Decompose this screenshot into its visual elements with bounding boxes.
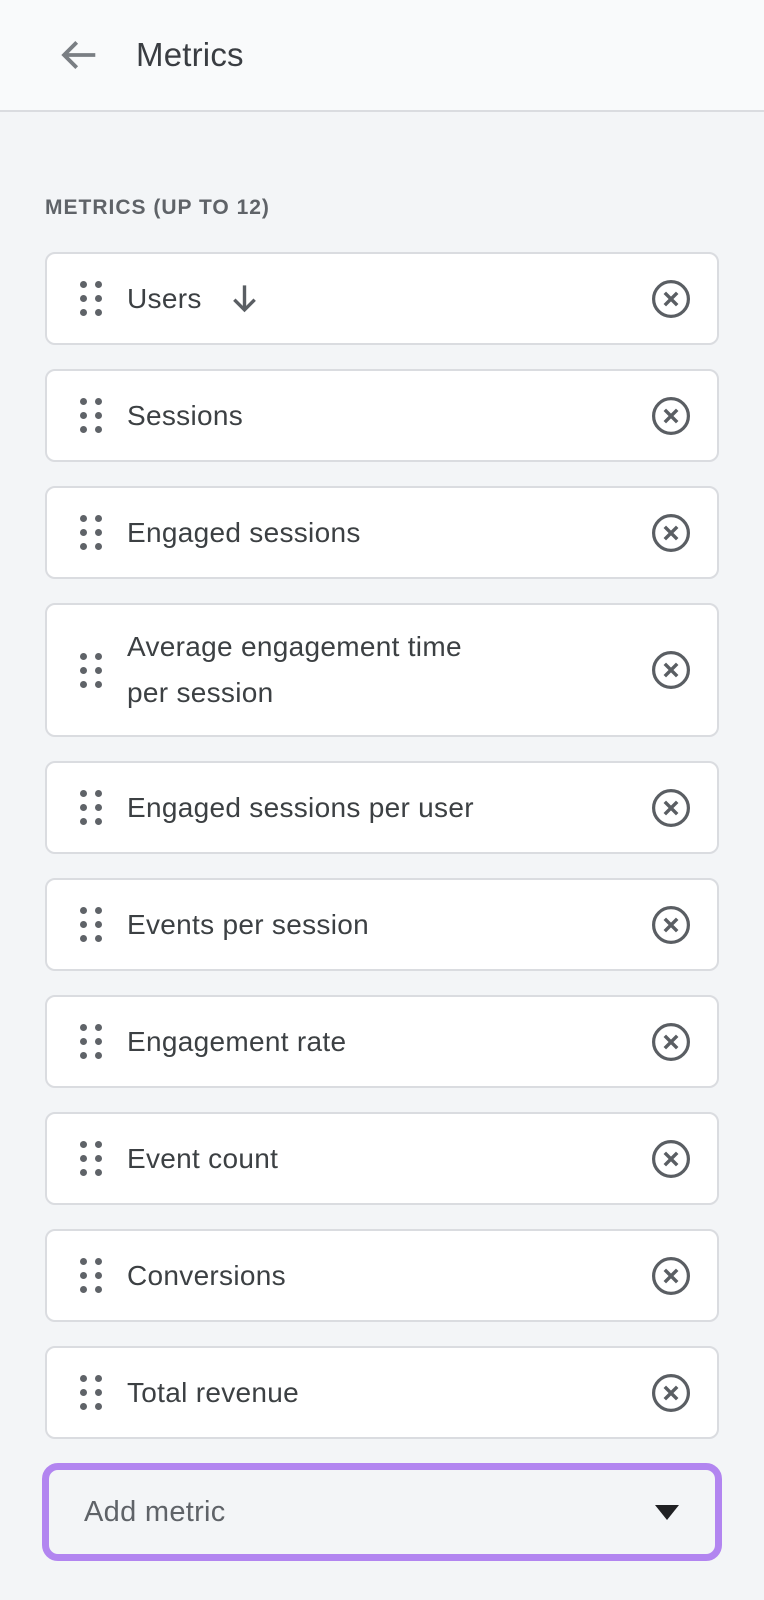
metric-card-total-revenue[interactable]: Total revenue xyxy=(45,1346,719,1439)
drag-handle-icon[interactable] xyxy=(80,398,102,433)
section-label: METRICS (UP TO 12) xyxy=(45,196,270,219)
metric-card-sessions[interactable]: Sessions xyxy=(45,369,719,462)
metric-label: Users xyxy=(127,282,202,314)
sort-descending-icon xyxy=(226,280,263,317)
x-circle-icon xyxy=(650,649,692,691)
metric-card-engaged-sessions-per-user[interactable]: Engaged sessions per user xyxy=(45,761,719,854)
metric-label: Engagement rate xyxy=(127,1025,347,1057)
remove-metric-button[interactable] xyxy=(649,648,693,692)
x-circle-icon xyxy=(650,395,692,437)
metric-label: Total revenue xyxy=(127,1376,300,1408)
x-circle-icon xyxy=(650,787,692,829)
add-metric-dropdown[interactable]: Add metric xyxy=(42,1463,722,1561)
caret-down-icon xyxy=(655,1504,679,1520)
x-circle-icon xyxy=(650,1021,692,1063)
metric-card-avg-engagement-time[interactable]: Average engagement time per session xyxy=(45,603,719,737)
drag-handle-icon[interactable] xyxy=(80,1258,102,1293)
x-circle-icon xyxy=(650,1138,692,1180)
metric-card-conversions[interactable]: Conversions xyxy=(45,1229,719,1322)
remove-metric-button[interactable] xyxy=(649,1371,693,1415)
x-circle-icon xyxy=(650,278,692,320)
drag-handle-icon[interactable] xyxy=(80,790,102,825)
metric-label: Event count xyxy=(127,1142,279,1174)
metric-card-events-per-session[interactable]: Events per session xyxy=(45,878,719,971)
remove-metric-button[interactable] xyxy=(649,1137,693,1181)
metric-label: Engaged sessions per user xyxy=(127,791,474,823)
metrics-list: Users Sessions xyxy=(45,252,719,1439)
x-circle-icon xyxy=(650,904,692,946)
remove-metric-button[interactable] xyxy=(649,903,693,947)
remove-metric-button[interactable] xyxy=(649,1254,693,1298)
x-circle-icon xyxy=(650,512,692,554)
drag-handle-icon[interactable] xyxy=(80,515,102,550)
metric-card-engagement-rate[interactable]: Engagement rate xyxy=(45,995,719,1088)
metric-label: Conversions xyxy=(127,1259,286,1291)
metric-card-users[interactable]: Users xyxy=(45,252,719,345)
metric-card-engaged-sessions[interactable]: Engaged sessions xyxy=(45,486,719,579)
remove-metric-button[interactable] xyxy=(649,786,693,830)
remove-metric-button[interactable] xyxy=(649,277,693,321)
page-title: Metrics xyxy=(136,36,244,73)
drag-handle-icon[interactable] xyxy=(80,907,102,942)
remove-metric-button[interactable] xyxy=(649,394,693,438)
metric-label: Engaged sessions xyxy=(127,516,361,548)
add-metric-label: Add metric xyxy=(84,1495,226,1528)
panel-header: Metrics xyxy=(0,0,764,112)
drag-handle-icon[interactable] xyxy=(80,652,102,688)
x-circle-icon xyxy=(650,1372,692,1414)
drag-handle-icon[interactable] xyxy=(80,1024,102,1059)
remove-metric-button[interactable] xyxy=(649,1020,693,1064)
remove-metric-button[interactable] xyxy=(649,511,693,555)
metric-label: Events per session xyxy=(127,908,369,940)
back-button[interactable] xyxy=(54,30,104,80)
metric-label: Average engagement time per session xyxy=(127,631,462,708)
metric-card-event-count[interactable]: Event count xyxy=(45,1112,719,1205)
x-circle-icon xyxy=(650,1255,692,1297)
drag-handle-icon[interactable] xyxy=(80,1141,102,1176)
arrow-left-icon xyxy=(56,32,102,78)
drag-handle-icon[interactable] xyxy=(80,1375,102,1410)
drag-handle-icon[interactable] xyxy=(80,281,102,316)
metric-label: Sessions xyxy=(127,399,244,431)
